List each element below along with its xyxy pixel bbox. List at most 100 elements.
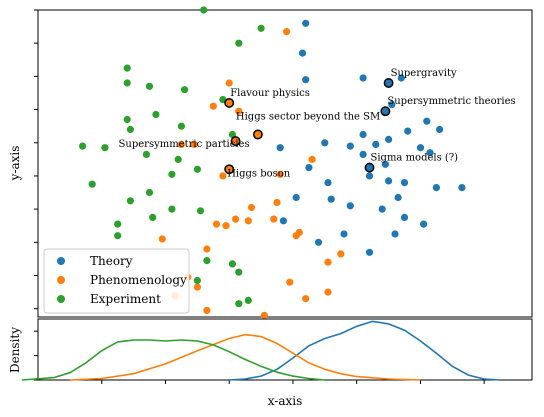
point-experiment	[79, 142, 87, 150]
legend-marker-experiment	[57, 295, 65, 303]
point-experiment	[126, 125, 134, 134]
scatter-annotations: Supergravity Supersymmetric theories Sigma…	[119, 68, 516, 179]
point-experiment	[228, 260, 236, 268]
annotation-label-flavour-physics: Flavour physics	[230, 88, 310, 99]
legend-marker-theory	[57, 257, 65, 265]
point-theory	[321, 139, 329, 147]
point-phenomenology	[308, 155, 316, 163]
point-theory	[279, 217, 287, 225]
point-theory	[327, 195, 335, 203]
point-theory	[365, 172, 374, 180]
legend-entry-phenomenology: Phenomenology	[57, 273, 187, 287]
point-phenomenology	[276, 170, 284, 178]
density-curve-experiment	[22, 339, 325, 381]
annotation-label-higgs-boson: Higgs boson	[227, 168, 291, 179]
point-experiment	[193, 276, 201, 285]
point-theory	[292, 193, 300, 202]
density-panel: Density x-axis	[8, 318, 533, 408]
point-theory	[416, 144, 425, 152]
point-theory	[346, 142, 354, 150]
density-y-axis-label: Density	[8, 327, 22, 373]
point-phenomenology	[219, 172, 227, 180]
point-phenomenology	[247, 203, 256, 212]
annotation-label-supergravity: Supergravity	[391, 68, 457, 79]
point-experiment	[168, 170, 176, 178]
point-phenomenology	[286, 278, 294, 286]
point-phenomenology	[337, 250, 345, 258]
point-phenomenology	[209, 102, 217, 110]
density-y-ticks	[34, 330, 38, 381]
point-theory	[372, 140, 380, 148]
point-theory	[276, 144, 284, 152]
annotation-label-supersymmetric-particles: Supersymmetric particles	[119, 139, 250, 150]
point-phenomenology	[324, 258, 332, 266]
point-phenomenology	[190, 140, 198, 148]
density-plot-frame	[37, 318, 533, 381]
point-phenomenology	[193, 283, 201, 291]
annotation-label-sigma-models: Sigma models (?)	[371, 153, 459, 164]
annotation-label-supersymmetric-theories: Supersymmetric theories	[387, 96, 515, 107]
point-experiment	[126, 197, 134, 205]
point-theory	[400, 179, 409, 187]
scatter-plot-frame	[37, 9, 533, 318]
density-curve-theory	[229, 320, 501, 381]
point-phenomenology	[158, 235, 166, 243]
point-phenomenology	[273, 198, 281, 207]
point-theory	[324, 179, 332, 187]
point-experiment	[203, 257, 211, 265]
point-theory	[388, 101, 396, 109]
annotation-label-higgs-sector-beyond-the-sm: Higgs sector beyond the SM	[236, 112, 380, 123]
density-x-axis-label: x-axis	[268, 394, 303, 408]
highlighted-point-supergravity	[383, 78, 394, 88]
point-phenomenology	[203, 306, 211, 314]
point-theory	[302, 76, 310, 84]
point-theory	[432, 184, 440, 192]
point-theory	[365, 248, 374, 256]
point-experiment	[123, 79, 131, 87]
point-theory	[404, 127, 412, 135]
point-experiment	[152, 110, 160, 119]
point-theory	[314, 238, 323, 246]
legend-entry-experiment: Experiment	[57, 292, 161, 306]
point-theory	[340, 230, 348, 238]
point-phenomenology	[203, 245, 211, 253]
legend: Theory Phenomenology Experiment	[43, 248, 190, 314]
legend-box	[43, 248, 190, 314]
highlighted-point-supersymmetric-particles	[230, 136, 241, 147]
point-theory	[298, 49, 307, 57]
legend-entry-theory: Theory	[57, 254, 133, 268]
point-theory	[400, 213, 409, 221]
point-experiment	[123, 115, 131, 124]
point-phenomenology	[225, 79, 233, 87]
point-experiment	[235, 300, 243, 308]
point-theory	[381, 160, 389, 168]
point-experiment	[181, 86, 189, 94]
point-experiment	[88, 180, 96, 188]
point-experiment	[123, 64, 131, 72]
point-phenomenology	[244, 217, 252, 225]
point-phenomenology	[302, 295, 310, 303]
density-curve-phenomenology	[69, 333, 421, 381]
point-experiment	[168, 205, 176, 213]
point-theory	[359, 130, 367, 139]
point-phenomenology	[222, 222, 230, 230]
point-experiment	[149, 213, 157, 221]
point-theory	[359, 150, 367, 158]
point-phenomenology	[292, 232, 300, 240]
point-phenomenology	[212, 220, 221, 228]
point-phenomenology	[235, 107, 243, 115]
legend-marker-phenomenology	[57, 276, 65, 284]
point-phenomenology	[232, 215, 240, 223]
point-theory	[426, 149, 434, 157]
point-theory	[423, 117, 431, 125]
point-phenomenology	[283, 28, 291, 36]
point-experiment	[200, 6, 208, 14]
point-theory	[420, 220, 428, 228]
point-experiment	[244, 296, 252, 304]
point-phenomenology	[177, 140, 185, 148]
point-experiment	[235, 39, 243, 47]
point-experiment	[145, 82, 154, 90]
point-experiment	[228, 130, 236, 139]
point-experiment	[235, 268, 243, 276]
point-theory	[302, 19, 310, 27]
